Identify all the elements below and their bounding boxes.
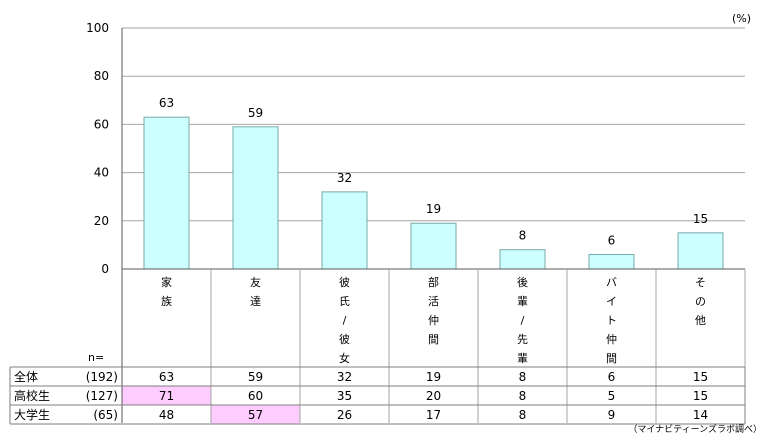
bar-家族 bbox=[143, 116, 190, 270]
category-label-彼氏/彼女: 彼氏/彼女 bbox=[339, 276, 350, 365]
category-label-char: 族 bbox=[161, 294, 172, 308]
table-cell: 8 bbox=[519, 370, 527, 384]
y-tick-label: 0 bbox=[101, 262, 109, 276]
y-tick-label: 60 bbox=[94, 117, 109, 131]
category-label-char: / bbox=[343, 314, 347, 327]
table-cell: 48 bbox=[159, 408, 174, 422]
y-tick-label: 80 bbox=[94, 69, 109, 83]
data-label: 6 bbox=[608, 234, 616, 248]
category-label-char: の bbox=[695, 295, 706, 308]
category-label-char: 女 bbox=[339, 351, 350, 365]
table-cell: 15 bbox=[693, 389, 708, 403]
table-row: 高校生 (127) 71 60 35 20 8 5 15 bbox=[14, 388, 708, 403]
table-cell: 5 bbox=[608, 389, 616, 403]
table-row-n: (192) bbox=[86, 370, 118, 384]
highlight-cell bbox=[122, 386, 211, 405]
category-label-char: 仲 bbox=[428, 313, 439, 327]
data-label: 15 bbox=[693, 212, 708, 226]
table-row-label: 全体 bbox=[14, 369, 38, 384]
category-label-char: 家 bbox=[161, 275, 172, 289]
category-label-char: 友 bbox=[250, 275, 261, 289]
category-label-char: 部 bbox=[428, 275, 439, 289]
category-label-char: 間 bbox=[606, 352, 617, 365]
table-cell: 26 bbox=[337, 408, 352, 422]
table-row-n: (127) bbox=[86, 389, 118, 403]
bar-友達 bbox=[232, 126, 279, 270]
table-cell: 19 bbox=[426, 370, 441, 384]
bar-その他 bbox=[677, 232, 724, 270]
table-cell: 9 bbox=[608, 408, 616, 422]
data-label: 63 bbox=[159, 96, 174, 110]
y-tick-label: 40 bbox=[94, 166, 109, 180]
category-label-char: 後 bbox=[517, 275, 528, 289]
category-label-char: 輩 bbox=[517, 351, 528, 365]
table-cell: 32 bbox=[337, 370, 352, 384]
data-table: 全体 (192) 63 59 32 19 8 6 15 高校生 (127) 71 60 35 20 8 5 15 大… bbox=[9, 366, 746, 425]
table-cell: 8 bbox=[519, 408, 527, 422]
category-label-char: 氏 bbox=[339, 295, 350, 308]
table-row-label: 大学生 bbox=[14, 407, 50, 422]
category-label-char: 仲 bbox=[606, 332, 617, 346]
category-label-char: 間 bbox=[428, 333, 439, 346]
category-label-char: 輩 bbox=[517, 294, 528, 308]
category-label-友達: 友達 bbox=[250, 275, 261, 308]
category-label-char: バ bbox=[606, 276, 617, 289]
table-cell: 60 bbox=[248, 389, 263, 403]
category-label-char: 彼 bbox=[339, 333, 350, 346]
data-label: 19 bbox=[426, 202, 441, 216]
table-cell: 63 bbox=[159, 370, 174, 384]
table-row-label: 高校生 bbox=[14, 388, 50, 403]
bars bbox=[143, 116, 724, 270]
unit-label: (%) bbox=[732, 12, 751, 25]
table-cell: 71 bbox=[159, 389, 174, 403]
table-cell: 35 bbox=[337, 389, 352, 403]
highlight-cell bbox=[211, 405, 300, 424]
table-row: 大学生 (65) 48 57 26 17 8 9 14 bbox=[14, 407, 708, 422]
data-label: 32 bbox=[337, 171, 352, 185]
category-label-char: 先 bbox=[517, 333, 528, 346]
data-label: 8 bbox=[519, 229, 527, 243]
bar-彼氏/彼女 bbox=[321, 191, 368, 270]
grid-lines bbox=[122, 27, 745, 222]
data-label: 59 bbox=[248, 106, 263, 120]
table-cell: 8 bbox=[519, 389, 527, 403]
table-cell: 57 bbox=[248, 408, 263, 422]
table-cell: 6 bbox=[608, 370, 616, 384]
category-label-char: 達 bbox=[250, 295, 261, 308]
table-cell: 17 bbox=[426, 408, 441, 422]
source-note: （マイナビティーンズラボ調べ） bbox=[628, 423, 762, 435]
table-cell: 15 bbox=[693, 370, 708, 384]
y-tick-label: 20 bbox=[94, 214, 109, 228]
category-label-char: 他 bbox=[695, 314, 706, 327]
table-cell: 59 bbox=[248, 370, 263, 384]
category-label-char: そ bbox=[695, 276, 706, 289]
bar-後輩/先輩 bbox=[499, 249, 546, 270]
bar-部活仲間 bbox=[410, 222, 457, 270]
category-label-char: / bbox=[521, 314, 525, 327]
table-cell: 20 bbox=[426, 389, 441, 403]
y-tick-label: 100 bbox=[86, 21, 109, 35]
category-label-char: 彼 bbox=[339, 276, 350, 289]
category-label-その他: その他 bbox=[695, 276, 706, 327]
category-label-後輩/先輩: 後輩/先輩 bbox=[517, 275, 528, 365]
bar-バイト仲間 bbox=[588, 254, 635, 270]
axes: 0 20 40 60 80 100 bbox=[86, 21, 746, 423]
category-label-char: 活 bbox=[428, 295, 439, 308]
data-labels: 63 59 32 19 8 6 15 bbox=[159, 96, 708, 247]
category-label-家族: 家族 bbox=[161, 275, 172, 308]
n-label: n= bbox=[88, 351, 104, 364]
table-cell: 14 bbox=[693, 408, 708, 422]
category-label-char: イ bbox=[606, 295, 617, 308]
category-label-char: ト bbox=[606, 314, 617, 327]
table-row: 全体 (192) 63 59 32 19 8 6 15 bbox=[14, 369, 708, 384]
table-row-n: (65) bbox=[93, 408, 118, 422]
